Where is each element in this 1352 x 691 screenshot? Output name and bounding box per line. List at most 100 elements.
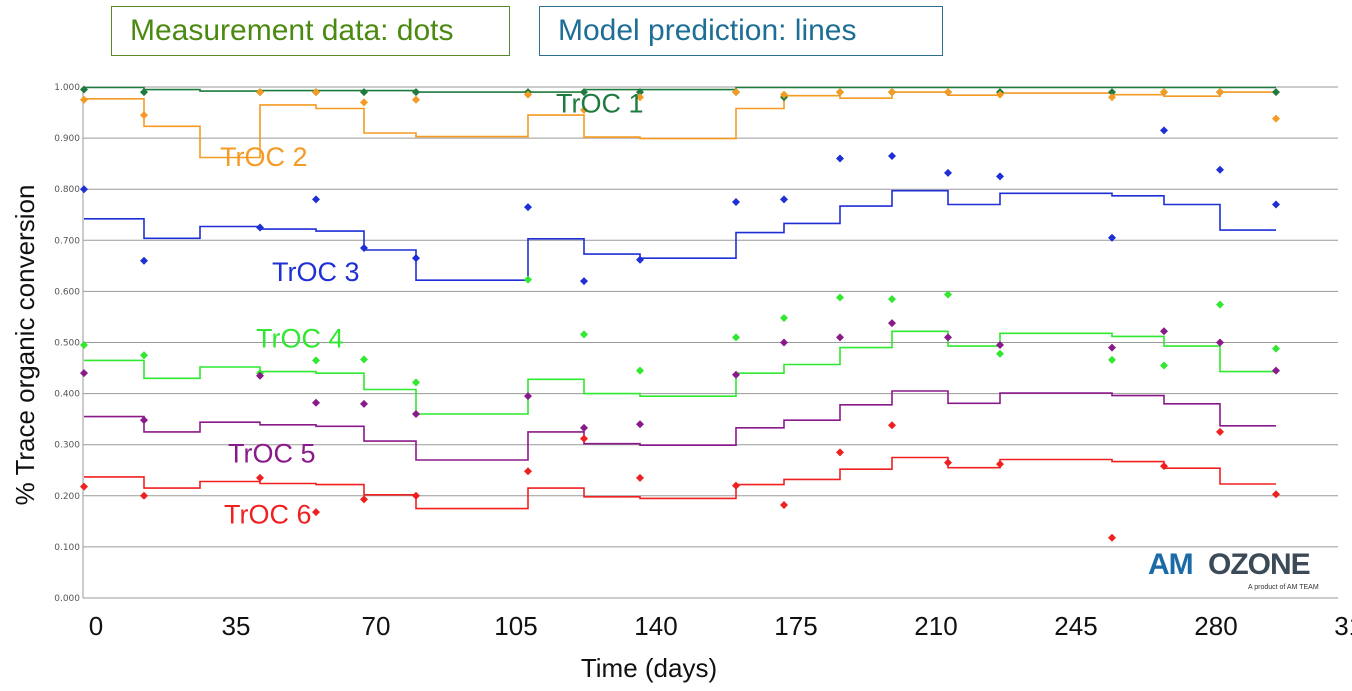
measurement-point xyxy=(524,203,532,212)
measurement-point xyxy=(580,434,588,443)
measurement-point xyxy=(888,295,896,304)
measurement-point xyxy=(636,473,644,482)
model-line-4 xyxy=(84,330,1276,415)
measurement-point xyxy=(360,355,368,364)
measurement-point xyxy=(732,333,740,342)
logo-ozone-text: OZONE xyxy=(1208,548,1311,581)
series-labels: TrOC 1 TrOC 2 TrOC 3 TrOC 4 TrOC 5 TrOC 6 xyxy=(220,89,644,530)
measurement-point xyxy=(360,98,368,107)
y-tick-label: 0.100 xyxy=(54,543,80,553)
measurement-point xyxy=(1272,200,1280,209)
measurement-point xyxy=(80,341,88,350)
measurement-point xyxy=(1108,88,1116,97)
series-label-6: TrOC 6 xyxy=(224,499,312,529)
measurement-point xyxy=(732,88,740,97)
measurement-point xyxy=(944,168,952,177)
y-tick-label: 0.300 xyxy=(54,441,80,451)
measurement-point xyxy=(312,356,320,365)
measurement-point xyxy=(524,90,532,99)
measurement-point xyxy=(1108,233,1116,242)
measurement-point xyxy=(1272,114,1280,123)
measurement-point xyxy=(944,458,952,467)
measurement-point xyxy=(580,423,588,432)
measurement-point xyxy=(360,243,368,252)
x-tick-label: 70 xyxy=(362,611,391,641)
y-tick-label: 0.800 xyxy=(54,185,80,195)
am-ozone-logo: AM OZONE A product of AM TEAM xyxy=(1148,548,1328,596)
measurement-point xyxy=(140,111,148,120)
measurement-point xyxy=(836,88,844,97)
y-tick-label: 0.900 xyxy=(54,134,80,144)
measurement-point xyxy=(80,95,88,104)
measurement-point xyxy=(312,88,320,97)
measurement-legend-text: Measurement data: dots xyxy=(130,14,454,47)
measurement-point xyxy=(944,88,952,97)
model-line-1 xyxy=(84,86,1276,93)
model-line-2 xyxy=(84,91,1276,159)
model-line-3 xyxy=(84,189,1276,281)
series-label-2: TrOC 2 xyxy=(220,142,308,172)
measurement-point xyxy=(836,333,844,342)
x-tick-label: 315 xyxy=(1334,611,1352,641)
measurement-point xyxy=(256,88,264,97)
measurement-point xyxy=(360,495,368,504)
measurement-point xyxy=(412,88,420,97)
measurement-point xyxy=(580,330,588,339)
series-label-4: TrOC 4 xyxy=(256,324,344,354)
measurement-point xyxy=(1160,462,1168,471)
measurement-point xyxy=(1108,93,1116,102)
measurement-point xyxy=(996,460,1004,469)
measurement-point xyxy=(944,333,952,342)
model-lines xyxy=(84,86,1276,510)
measurement-point xyxy=(80,482,88,491)
y-tick-label: 0.200 xyxy=(54,492,80,502)
x-tick-labels: 0 35 70 105 140 175 210 245 280 315 xyxy=(89,611,1352,641)
measurement-point xyxy=(1216,88,1224,97)
series-label-1: TrOC 1 xyxy=(556,89,644,119)
measurement-point xyxy=(836,154,844,163)
y-tick-label: 0.500 xyxy=(54,339,80,349)
measurement-point xyxy=(1160,126,1168,135)
measurement-point xyxy=(732,481,740,490)
measurement-point xyxy=(888,151,896,160)
x-tick-label: 140 xyxy=(634,611,677,641)
measurement-point xyxy=(1160,88,1168,97)
y-tick-label: 0.000 xyxy=(54,594,80,604)
measurement-point xyxy=(836,293,844,302)
measurement-point xyxy=(1216,427,1224,436)
measurement-point xyxy=(996,341,1004,350)
measurement-point xyxy=(412,491,420,500)
measurement-point xyxy=(636,255,644,264)
y-tick-labels: 0.000 0.100 0.200 0.300 0.400 0.500 0.600 0.700… xyxy=(54,83,80,604)
measurement-point xyxy=(996,90,1004,99)
x-tick-label: 35 xyxy=(222,611,251,641)
series-label-5: TrOC 5 xyxy=(228,439,316,469)
measurement-point xyxy=(996,172,1004,181)
measurement-point xyxy=(636,366,644,375)
measurement-point xyxy=(780,195,788,204)
measurement-point xyxy=(140,88,148,97)
measurement-point xyxy=(780,338,788,347)
y-axis-label: % Trace organic conversion xyxy=(10,185,40,506)
measurement-point xyxy=(1272,490,1280,499)
measurement-point xyxy=(412,254,420,263)
y-tick-label: 0.700 xyxy=(54,236,80,246)
measurement-point xyxy=(580,105,588,114)
measurement-legend-box: Measurement data: dots xyxy=(111,6,510,56)
measurement-dots xyxy=(80,85,1280,542)
measurement-point xyxy=(732,370,740,379)
measurement-point xyxy=(888,88,896,97)
logo-tagline: A product of AM TEAM xyxy=(1248,584,1319,591)
model-line-6 xyxy=(84,456,1276,510)
measurement-point xyxy=(780,500,788,509)
measurement-point xyxy=(140,256,148,265)
measurement-point xyxy=(636,88,644,97)
measurement-point xyxy=(636,93,644,102)
model-line-5 xyxy=(84,390,1276,461)
measurement-point xyxy=(1160,361,1168,370)
measurement-point xyxy=(412,95,420,104)
measurement-point xyxy=(1272,88,1280,97)
measurement-point xyxy=(312,195,320,204)
measurement-point xyxy=(1216,338,1224,347)
